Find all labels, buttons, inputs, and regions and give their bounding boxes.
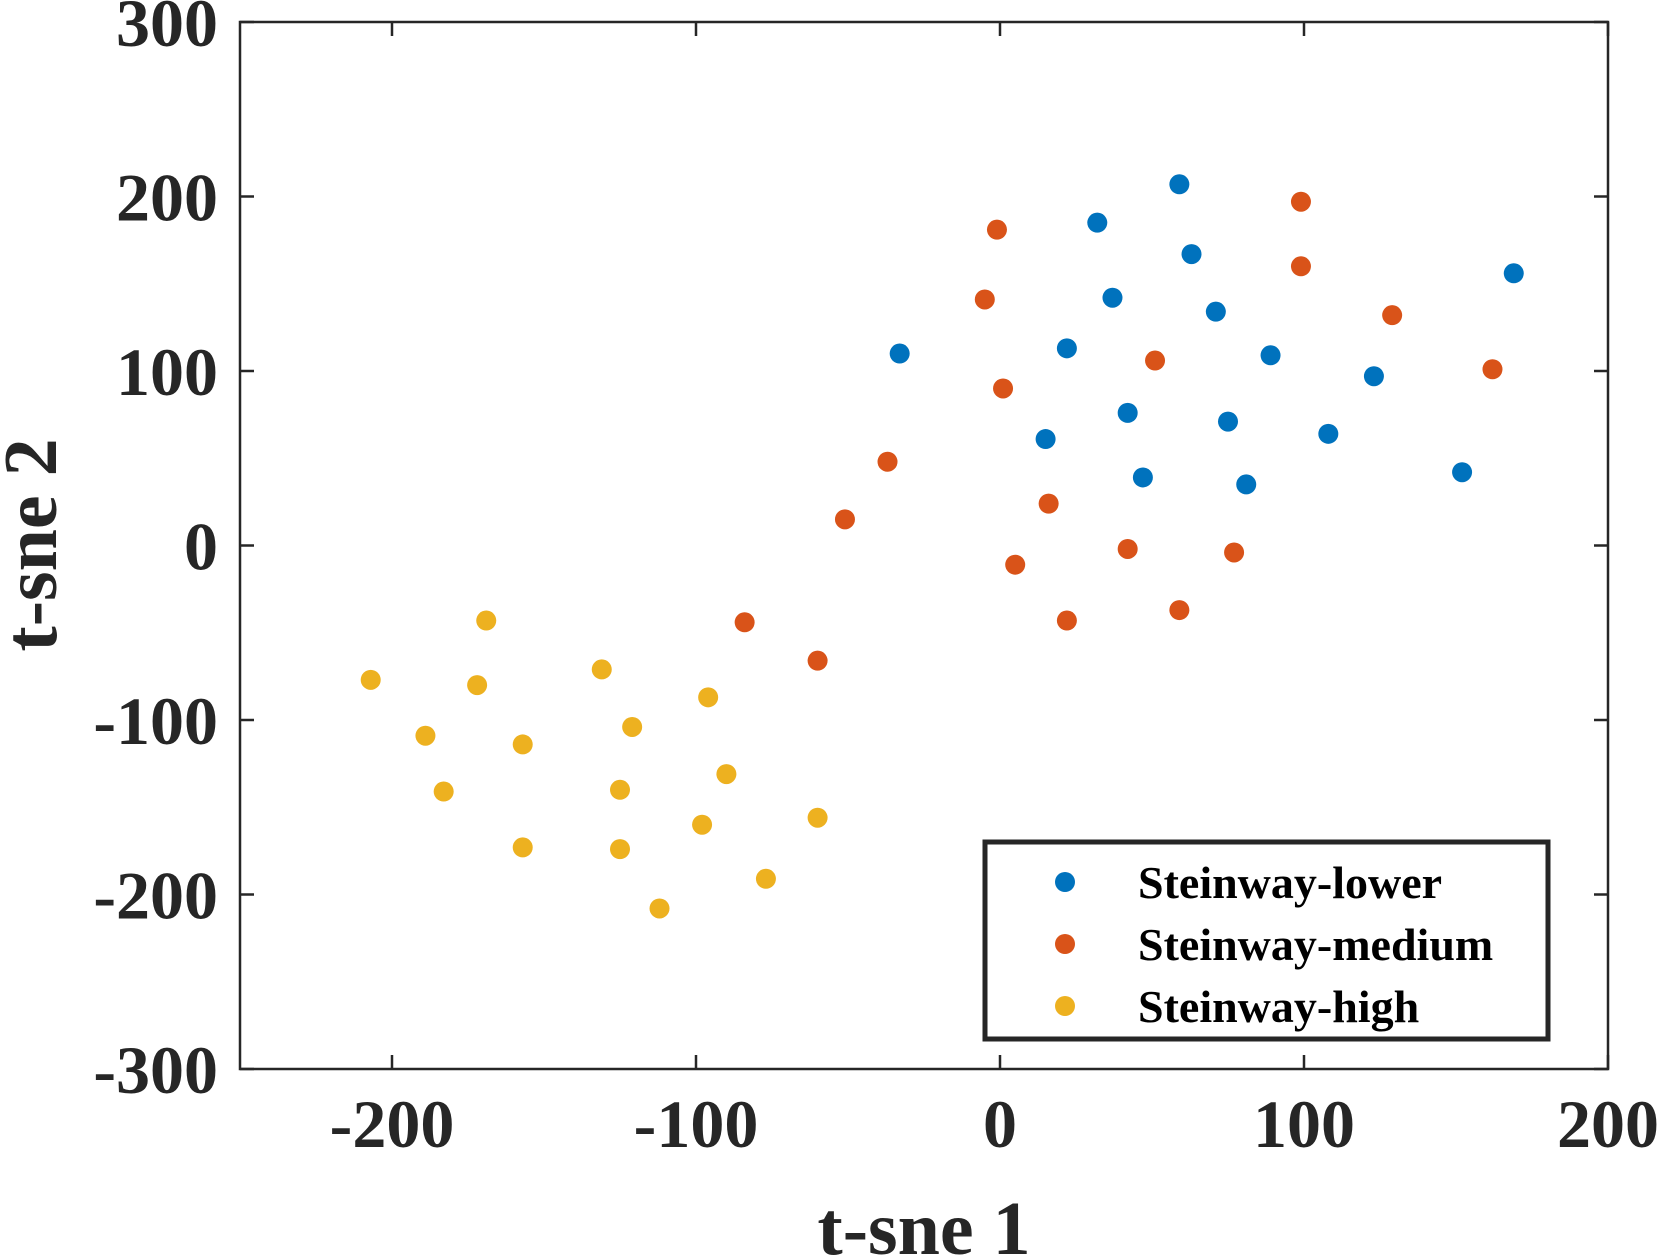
data-point	[360, 669, 381, 690]
legend-entry: Steinway-high	[1055, 981, 1419, 1032]
data-point	[1169, 600, 1190, 621]
data-point	[692, 814, 713, 835]
legend-label: Steinway-lower	[1138, 857, 1442, 908]
legend-items: Steinway-lower Steinway-medium Steinway-hi…	[1055, 857, 1493, 1032]
x-tick-label: -200	[330, 1086, 455, 1162]
data-point	[807, 650, 828, 671]
data-point	[1218, 411, 1238, 432]
data-point	[1503, 263, 1524, 284]
data-point	[1087, 212, 1108, 233]
y-tick-label: 300	[116, 0, 218, 61]
x-tick-label: 100	[1253, 1086, 1355, 1162]
data-point	[1224, 542, 1245, 563]
data-point	[649, 898, 670, 919]
x-tick-label: -100	[634, 1086, 759, 1162]
data-point	[698, 687, 719, 708]
data-point	[1038, 493, 1059, 514]
data-point	[1005, 554, 1026, 575]
y-tick-label: 0	[184, 509, 218, 585]
data-point	[1056, 338, 1077, 359]
data-point	[889, 343, 910, 364]
x-tick-labels: -200 -100 0 100 200	[330, 1086, 1659, 1162]
data-point	[877, 451, 898, 472]
data-point	[1318, 423, 1339, 444]
data-point	[1145, 350, 1166, 371]
data-point	[1205, 301, 1226, 322]
legend-marker	[1055, 996, 1075, 1016]
series-steinway-lower	[889, 174, 1524, 495]
data-point	[622, 716, 643, 737]
data-point	[1363, 366, 1384, 387]
y-axis-label: t-sne 2	[0, 438, 73, 651]
data-point	[1117, 538, 1138, 559]
data-point	[512, 734, 533, 755]
data-point	[476, 610, 497, 631]
data-point	[1056, 610, 1077, 631]
y-tick-label: -300	[93, 1032, 218, 1108]
legend-label: Steinway-high	[1138, 981, 1419, 1032]
legend-marker	[1055, 872, 1075, 892]
data-point	[433, 781, 454, 802]
data-point	[834, 509, 855, 530]
data-point	[1169, 174, 1190, 195]
data-point	[415, 725, 436, 746]
plot-border	[238, 20, 1610, 1071]
data-point	[716, 764, 737, 785]
data-point	[1290, 191, 1311, 212]
data-point	[807, 807, 828, 828]
legend-marker	[1055, 934, 1075, 954]
data-point	[986, 219, 1007, 240]
legend-entry: Steinway-medium	[1055, 919, 1493, 970]
y-tick-label: -100	[93, 683, 218, 759]
data-point	[1102, 287, 1123, 308]
data-points	[360, 174, 1524, 919]
data-point	[610, 839, 630, 860]
legend-label: Steinway-medium	[1138, 919, 1493, 970]
legend-entry: Steinway-lower	[1055, 857, 1442, 908]
series-steinway-high	[360, 610, 828, 919]
data-point	[467, 675, 488, 696]
y-tick-label: 200	[116, 160, 218, 236]
data-point	[1236, 474, 1257, 495]
data-point	[1181, 244, 1202, 265]
data-point	[974, 289, 995, 310]
data-point	[610, 779, 630, 800]
y-tick-label: -200	[93, 858, 218, 934]
data-point	[591, 659, 612, 680]
data-point	[755, 868, 776, 889]
data-point	[512, 837, 533, 858]
data-point	[734, 612, 755, 633]
y-tick-labels: -300 -200 -100 0 100 200 300	[93, 0, 218, 1108]
data-point	[1117, 402, 1138, 423]
x-axis-label: t-sne 1	[817, 1187, 1030, 1259]
data-point	[1035, 429, 1056, 450]
x-tick-label: 0	[983, 1086, 1017, 1162]
data-point	[1260, 345, 1281, 366]
data-point	[1482, 359, 1503, 380]
data-point	[1452, 462, 1473, 483]
data-point	[1132, 467, 1153, 488]
legend-box	[982, 839, 1551, 1042]
data-point	[993, 378, 1014, 399]
series-steinway-medium	[734, 191, 1503, 671]
legend: Steinway-lower Steinway-medium Steinway-hi…	[982, 839, 1551, 1042]
x-tick-label: 200	[1557, 1086, 1659, 1162]
data-point	[1290, 256, 1311, 277]
y-tick-label: 100	[116, 334, 218, 410]
data-point	[1382, 305, 1403, 326]
